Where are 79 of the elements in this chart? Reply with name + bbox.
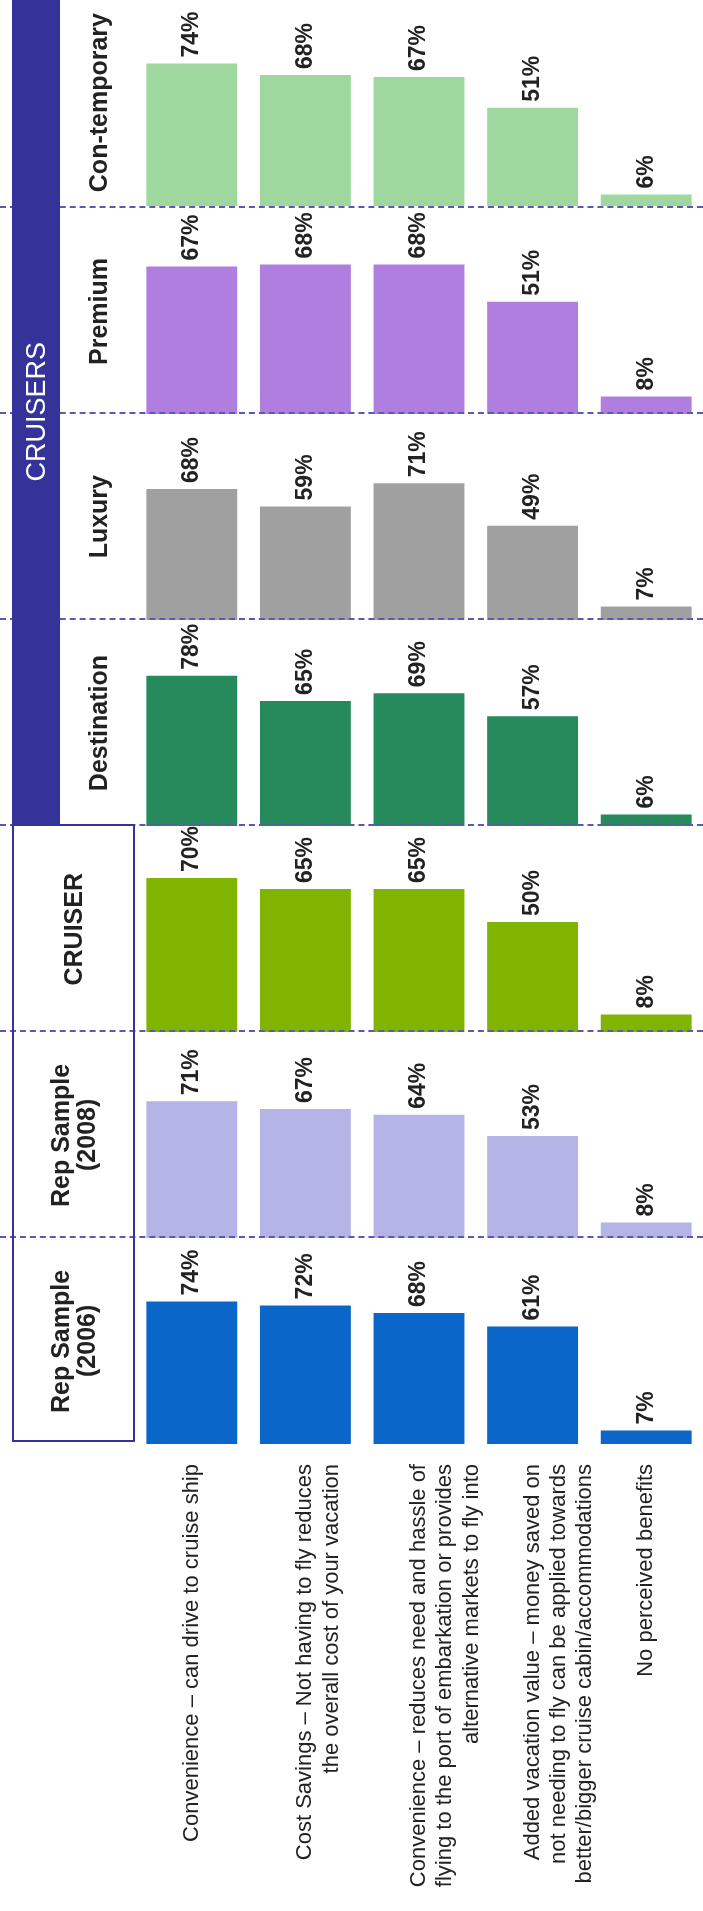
x-tick-label: Convenience – can drive to cruise ship — [177, 1464, 203, 1842]
x-tick-label: Cost Savings – Not having to fly reduces the overall cost of your vacation — [291, 1464, 343, 1861]
bar — [600, 1014, 692, 1032]
bar — [487, 716, 579, 826]
bar — [259, 889, 351, 1032]
bar — [259, 506, 351, 620]
bar — [487, 1135, 579, 1238]
bar — [146, 1101, 238, 1238]
data-label: 50% — [517, 869, 544, 916]
data-label: 64% — [404, 1062, 431, 1109]
bar — [373, 264, 465, 414]
data-label: 65% — [290, 836, 317, 883]
bar — [373, 889, 465, 1032]
bar — [146, 1301, 238, 1444]
data-label: 69% — [404, 641, 431, 688]
bar — [259, 75, 351, 206]
data-label: 8% — [631, 357, 658, 391]
text: Premium — [83, 257, 112, 365]
data-label: 72% — [290, 1253, 317, 1300]
data-label: 49% — [517, 473, 544, 520]
data-label: 57% — [517, 664, 544, 711]
data-label: 8% — [631, 1183, 658, 1217]
data-label: 7% — [631, 1391, 658, 1425]
text: Con-temporary — [83, 13, 112, 193]
data-label: 71% — [177, 1049, 204, 1096]
data-label: 68% — [404, 1261, 431, 1308]
data-label: 68% — [177, 437, 204, 484]
data-label: 51% — [517, 55, 544, 102]
data-label: 67% — [404, 24, 431, 72]
bar — [146, 266, 238, 414]
bar — [373, 77, 465, 206]
bar — [600, 814, 692, 826]
data-label: 68% — [290, 23, 317, 70]
data-label: 68% — [290, 212, 317, 259]
data-label: 78% — [177, 623, 204, 670]
data-label: 6% — [631, 775, 658, 809]
data-label: 65% — [404, 836, 431, 883]
text: Destination — [83, 654, 112, 792]
data-label: 59% — [290, 454, 317, 501]
data-label: 51% — [517, 249, 544, 296]
data-label: 53% — [517, 1083, 544, 1130]
bar — [146, 63, 238, 206]
bar — [373, 693, 465, 826]
data-label: 74% — [177, 11, 204, 58]
text: Luxury — [83, 475, 112, 559]
bar — [259, 700, 351, 826]
bar — [600, 396, 692, 414]
bar — [146, 675, 238, 826]
text: Rep Sample (2006) — [45, 1268, 100, 1415]
bar — [600, 194, 692, 206]
text: CRUISER — [58, 872, 87, 986]
bar — [146, 489, 238, 620]
bar — [487, 1326, 579, 1444]
bar — [487, 301, 579, 414]
data-label: 65% — [290, 648, 317, 695]
bar — [487, 922, 579, 1032]
data-label: 67% — [290, 1056, 317, 1104]
data-label: 61% — [517, 1274, 544, 1321]
text: CRUISERS — [20, 342, 52, 482]
bar — [487, 107, 579, 206]
data-label: 70% — [177, 825, 204, 872]
bar — [373, 483, 465, 620]
data-label: 7% — [631, 567, 658, 601]
data-label: 68% — [404, 212, 431, 259]
bar — [259, 1109, 351, 1238]
bar — [487, 525, 579, 620]
data-label: 8% — [631, 975, 658, 1009]
bar — [259, 1305, 351, 1444]
text: Rep Sample (2008) — [45, 1062, 100, 1209]
bar — [373, 1114, 465, 1238]
bar — [373, 1313, 465, 1444]
bar — [146, 878, 238, 1032]
x-tick-label: No perceived benefits — [632, 1464, 658, 1677]
data-label: 67% — [177, 214, 204, 261]
bar — [600, 1430, 692, 1444]
data-label: 74% — [177, 1249, 204, 1296]
bar — [259, 264, 351, 414]
data-label: 6% — [631, 155, 658, 189]
data-label: 71% — [404, 431, 431, 478]
